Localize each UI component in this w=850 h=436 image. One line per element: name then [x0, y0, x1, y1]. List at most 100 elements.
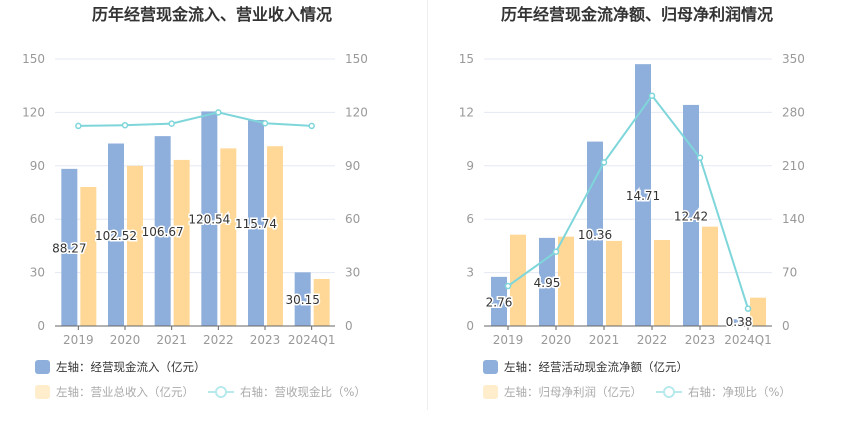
left-axis-tick: 12: [459, 105, 474, 119]
bar-0-series2[interactable]: [80, 186, 97, 326]
bar-value-label: 14.71: [626, 189, 660, 203]
legend-swatch: [483, 385, 498, 399]
bar-0-series1[interactable]: [248, 119, 264, 326]
x-axis-label: 2021: [589, 333, 620, 347]
legend-label[interactable]: 右轴：营收现金比（%）: [240, 385, 366, 399]
right-axis-tick: 0: [345, 319, 353, 333]
bar-0-series2[interactable]: [267, 146, 283, 326]
bar-0-series1[interactable]: [61, 168, 78, 326]
x-axis-label: 2023: [250, 333, 281, 347]
line-point[interactable]: [121, 121, 129, 129]
left-axis-tick: 60: [30, 212, 45, 226]
line-point[interactable]: [168, 120, 175, 127]
bar-value-label: 12.42: [674, 209, 708, 223]
bar-value-label: 2.76: [486, 295, 513, 309]
bar-1-series2[interactable]: [510, 234, 526, 326]
left-axis-tick: 3: [466, 266, 474, 280]
left-axis-tick: 9: [466, 159, 474, 173]
legend-label: 左轴：经营现金流入（亿元）: [56, 360, 206, 374]
bar-0-series2[interactable]: [173, 159, 190, 326]
left-axis-tick: 0: [466, 319, 474, 333]
line-point[interactable]: [215, 109, 222, 116]
bar-value-label: 0.38: [726, 315, 753, 329]
x-axis-label: 2019: [493, 333, 524, 347]
legend-label[interactable]: 右轴：净现比（%）: [688, 385, 791, 399]
legend-item-bar1-left[interactable]: 左轴：经营现金流入（亿元）: [35, 359, 206, 375]
left-axis-tick: 120: [22, 105, 45, 119]
bar-1-series1[interactable]: [731, 319, 747, 326]
line-point[interactable]: [261, 120, 269, 127]
legend-item-bar1-right[interactable]: 左轴：经营活动现金流净额（亿元）: [483, 359, 688, 375]
bar-value-label: 115.74: [235, 217, 277, 231]
right-axis-tick: 60: [345, 212, 360, 226]
legend-swatch: [483, 360, 498, 374]
right-axis-tick: 280: [782, 105, 805, 119]
line-point[interactable]: [744, 305, 752, 312]
bar-1-series1[interactable]: [491, 276, 507, 326]
left-axis-tick: 30: [30, 266, 45, 280]
x-axis-label: 2022: [637, 333, 668, 347]
line-point[interactable]: [696, 154, 704, 161]
right-axis-tick: 30: [345, 266, 360, 280]
right-axis-tick: 90: [345, 159, 360, 173]
bar-value-label: 30.15: [285, 293, 319, 307]
right-axis-tick: 210: [782, 159, 805, 173]
right-axis-tick: 0: [782, 319, 790, 333]
bar-1-series1[interactable]: [683, 104, 699, 326]
bar-1-series2[interactable]: [654, 240, 670, 326]
bar-0-series1[interactable]: [294, 272, 311, 326]
bar-value-label: 120.54: [188, 213, 230, 227]
bar-0-series2[interactable]: [220, 148, 237, 326]
bar-0-series2[interactable]: [313, 279, 330, 326]
bar-1-series2[interactable]: [750, 297, 766, 326]
line-point[interactable]: [504, 282, 512, 290]
x-axis-label: 2020: [110, 333, 141, 347]
right-axis-tick: 150: [345, 52, 368, 66]
bar-1-series1[interactable]: [635, 64, 651, 327]
bar-0-series2[interactable]: [127, 165, 143, 326]
chart-divider: [427, 0, 428, 410]
line-point[interactable]: [552, 248, 560, 255]
left-axis-tick: 15: [459, 52, 474, 66]
legend-swatch: [35, 385, 50, 399]
bar-value-label: 106.67: [142, 225, 184, 239]
bar-1-series2[interactable]: [702, 226, 718, 326]
left-axis-tick: 6: [466, 212, 474, 226]
bar-value-label: 4.95: [534, 276, 561, 290]
x-axis-label: 2024Q1: [288, 333, 336, 347]
left-axis-tick: 0: [37, 319, 45, 333]
x-axis-label: 2021: [156, 333, 187, 347]
bar-value-label: 88.27: [52, 241, 86, 255]
line-point[interactable]: [648, 92, 656, 99]
chart-title: 历年经营现金流净额、归母净利润情况: [501, 5, 773, 24]
x-axis-label: 2022: [203, 333, 234, 347]
chart-title: 历年经营现金流入、营业收入情况: [92, 5, 332, 24]
x-axis-label: 2023: [685, 333, 716, 347]
right-axis-tick: 70: [782, 266, 797, 280]
right-axis-tick: 140: [782, 212, 805, 226]
bar-0-series1[interactable]: [201, 111, 218, 326]
x-axis-label: 2019: [63, 333, 94, 347]
legend-label: 左轴：经营活动现金流净额（亿元）: [504, 360, 688, 374]
left-axis-tick: 150: [22, 52, 45, 66]
bar-1-series2[interactable]: [606, 240, 622, 326]
bar-1-series2[interactable]: [558, 236, 574, 326]
line-series: [507, 94, 749, 309]
line-point[interactable]: [600, 159, 608, 166]
line-point[interactable]: [75, 122, 82, 130]
legend-line-icon: [656, 385, 682, 399]
legend-swatch: [35, 360, 50, 374]
bar-value-label: 102.52: [95, 229, 137, 243]
line-point[interactable]: [308, 122, 315, 130]
right-axis-tick: 350: [782, 52, 805, 66]
x-axis-label: 2024Q1: [724, 333, 772, 347]
right-axis-tick: 120: [345, 105, 368, 119]
bar-0-series1[interactable]: [154, 136, 171, 326]
legend-label: 左轴：营业总收入（亿元）: [56, 385, 194, 399]
legend-item-bar2-left[interactable]: 左轴：营业总收入（亿元） 右轴：营收现金比（%）: [35, 384, 366, 400]
legend-label: 左轴：归母净利润（亿元）: [504, 385, 642, 399]
legend-item-bar2-right[interactable]: 左轴：归母净利润（亿元） 右轴：净现比（%）: [483, 384, 791, 400]
bar-0-series1[interactable]: [108, 143, 124, 326]
legend-line-icon: [208, 385, 234, 399]
